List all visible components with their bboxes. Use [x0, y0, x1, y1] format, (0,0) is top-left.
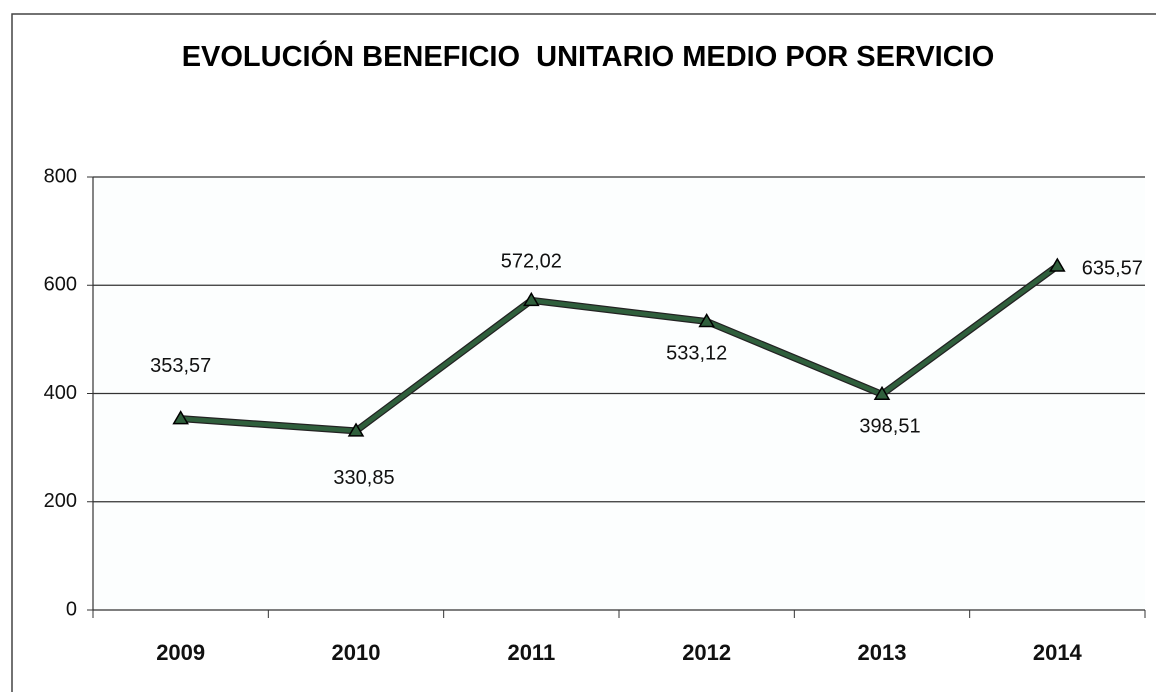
marker [873, 385, 891, 401]
marker [172, 410, 189, 425]
data-label: 398,51 [859, 416, 920, 438]
x-tick-label: 2009 [156, 640, 205, 665]
marker [523, 291, 540, 307]
chart-title: EVOLUCIÓN BENEFICIO UNITARIO MEDIO POR S… [181, 41, 995, 73]
data-label: 353,57 [150, 355, 211, 377]
marker [347, 422, 365, 437]
x-tick-label: 2013 [858, 640, 907, 665]
x-tick-label: 2012 [682, 640, 731, 665]
data-label: 635,57 [1082, 257, 1143, 279]
y-tick-label: 200 [44, 490, 77, 512]
data-label: 533,12 [666, 343, 727, 365]
y-tick-label: 800 [44, 165, 77, 187]
x-tick-label: 2014 [1033, 640, 1083, 665]
line [180, 264, 1059, 434]
x-tick-label: 2010 [332, 640, 381, 665]
data-label: 330,85 [333, 467, 394, 489]
y-tick-label: 400 [44, 382, 77, 404]
data-label: 572,02 [501, 251, 562, 273]
x-tick-label: 2011 [507, 640, 555, 665]
marker [1049, 257, 1066, 272]
marker [698, 312, 715, 328]
y-tick-label: 0 [66, 598, 77, 620]
y-tick-label: 600 [44, 274, 77, 296]
